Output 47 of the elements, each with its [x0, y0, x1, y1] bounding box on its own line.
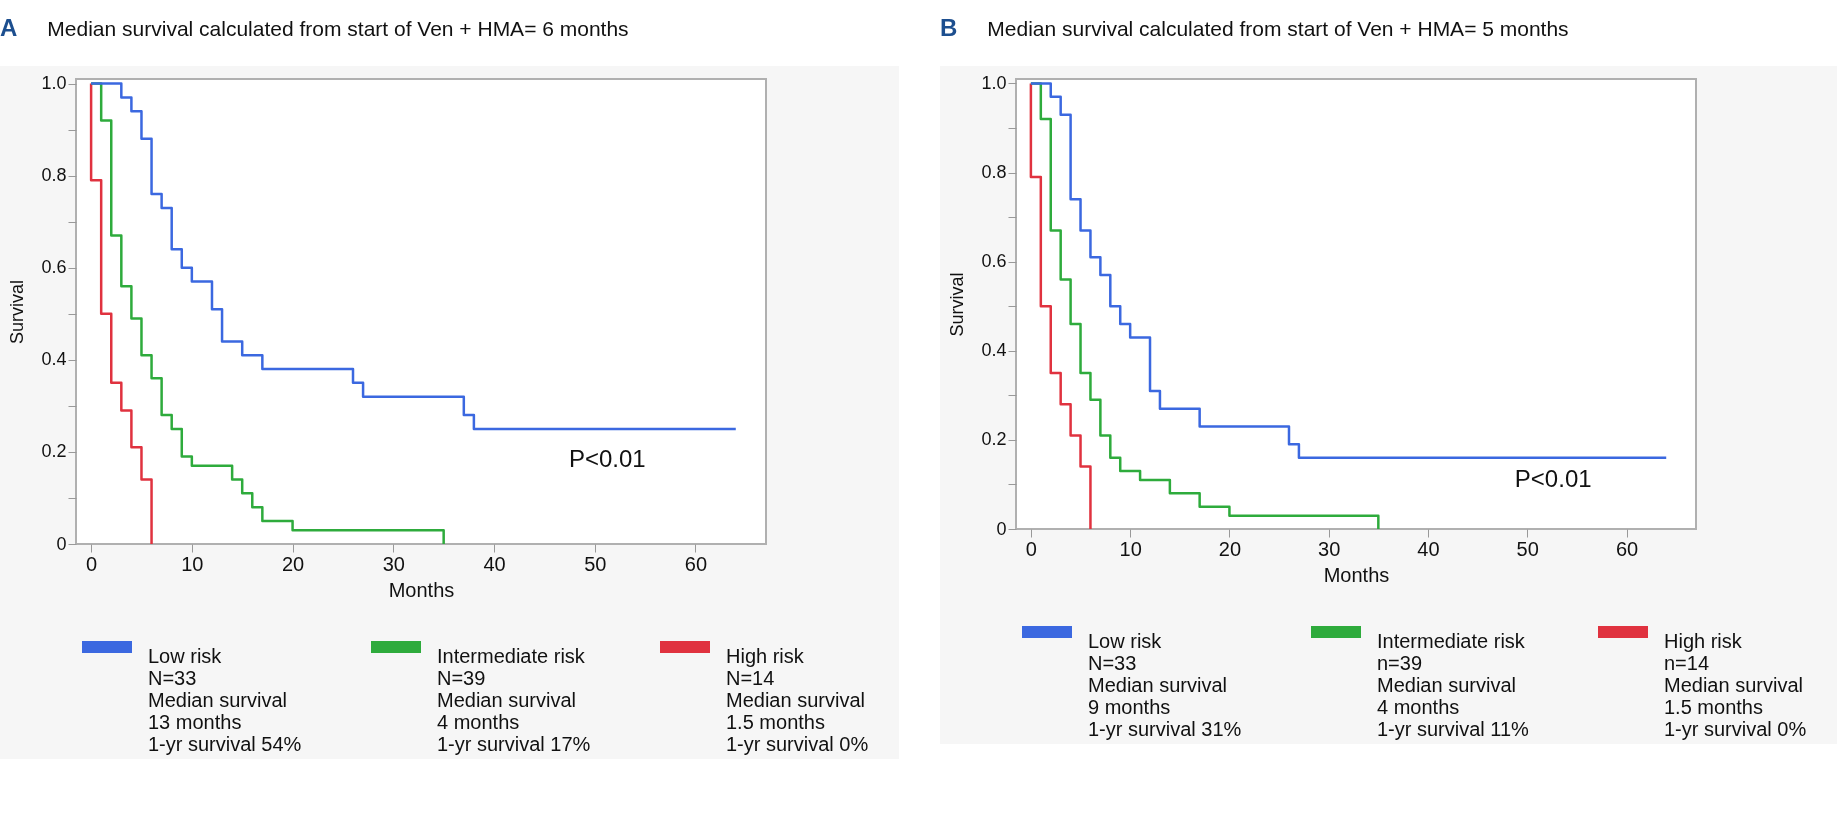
y-tick-label: 0.8 — [41, 165, 67, 186]
x-tick-label: 30 — [1318, 537, 1341, 560]
y-tick-label: 0.2 — [981, 429, 1007, 450]
legend-label: Low risk — [1088, 630, 1163, 652]
text: N=39 Median survival 4 months 1-yr survival 17% — [437, 667, 591, 755]
text: B — [940, 14, 958, 42]
x-tick-label: 50 — [1516, 537, 1539, 560]
text: A — [0, 14, 18, 42]
y-tick-label: 0.4 — [981, 340, 1007, 361]
text: N=33 Median survival 9 months 1-yr survival 31% — [1088, 652, 1242, 740]
x-tick-label: 0 — [1025, 537, 1037, 560]
x-tick-label: 20 — [1218, 537, 1242, 560]
annotation: P<0.01 — [568, 445, 646, 473]
y-tick-label: 1.0 — [41, 73, 67, 94]
text: n=39 Median survival 4 months 1-yr survival 11% — [1377, 652, 1530, 740]
y-tick-label: 0.8 — [981, 162, 1007, 183]
legend-label: Intermediate risk — [437, 645, 586, 667]
chart-title: Median survival calculated from start of Ven + HMA= 5 months — [987, 17, 1569, 41]
x-tick-label: 60 — [684, 552, 708, 575]
x-tick-label: 10 — [1119, 537, 1142, 560]
legend-label: High risk — [1664, 630, 1743, 652]
x-tick-label: 50 — [584, 552, 607, 575]
text: N=33 Median survival 13 months 1-yr survival 54% — [148, 667, 302, 755]
x-axis-title: Months — [388, 578, 455, 601]
legend-label: High risk — [726, 645, 805, 667]
y-tick-label: 0.6 — [981, 251, 1007, 272]
x-tick-label: 30 — [382, 552, 405, 575]
y-tick-label: 0.6 — [41, 257, 67, 278]
chart-title: Median survival calculated from start of Ven + HMA= 6 months — [47, 17, 629, 41]
x-tick-label: 60 — [1615, 537, 1639, 560]
legend-label: Intermediate risk — [1377, 630, 1526, 652]
text: N=14 Median survival 1.5 months 1-yr survival 0% — [726, 667, 869, 755]
y-tick-label: 0.4 — [41, 349, 67, 370]
y-axis-title: Survival — [7, 279, 28, 345]
x-tick-label: 40 — [1417, 537, 1440, 560]
x-tick-label: 10 — [181, 552, 204, 575]
y-axis-title: Survival — [947, 272, 968, 337]
x-tick-label: 40 — [483, 552, 506, 575]
text: n=14 Median survival 1.5 months 1-yr survival 0% — [1664, 652, 1807, 740]
y-tick-label: 0 — [996, 518, 1007, 539]
legend-label: Low risk — [148, 645, 223, 667]
x-tick-label: 0 — [86, 552, 98, 575]
x-axis-title: Months — [1323, 563, 1390, 586]
x-tick-label: 20 — [281, 552, 305, 575]
annotation: P<0.01 — [1514, 464, 1592, 492]
y-tick-label: 0.2 — [41, 441, 67, 462]
y-tick-label: 1.0 — [981, 72, 1007, 93]
